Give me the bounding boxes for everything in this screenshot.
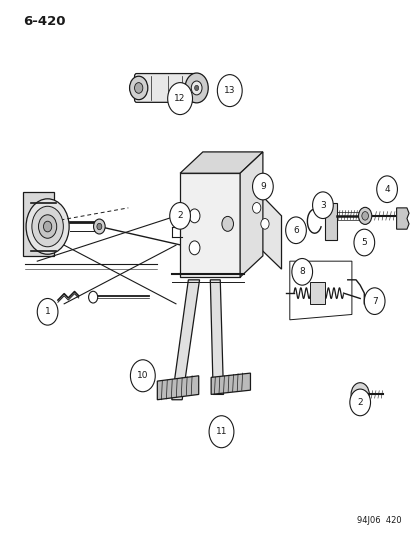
Circle shape xyxy=(194,85,198,91)
Circle shape xyxy=(185,73,208,103)
Circle shape xyxy=(169,203,190,229)
Polygon shape xyxy=(23,192,54,256)
Circle shape xyxy=(93,219,105,234)
Circle shape xyxy=(353,229,374,256)
Polygon shape xyxy=(210,280,223,394)
Text: 4: 4 xyxy=(383,185,389,193)
FancyBboxPatch shape xyxy=(324,203,337,240)
Text: 12: 12 xyxy=(174,94,185,103)
Circle shape xyxy=(191,81,202,95)
Circle shape xyxy=(167,83,192,115)
Circle shape xyxy=(312,192,332,219)
Circle shape xyxy=(43,221,52,232)
Text: 5: 5 xyxy=(361,238,366,247)
FancyBboxPatch shape xyxy=(310,282,324,304)
Text: 6: 6 xyxy=(292,226,298,235)
Text: 9: 9 xyxy=(259,182,265,191)
Circle shape xyxy=(130,360,155,392)
Circle shape xyxy=(376,176,396,203)
Text: 2: 2 xyxy=(356,398,362,407)
Polygon shape xyxy=(240,152,262,277)
Circle shape xyxy=(291,259,312,285)
Circle shape xyxy=(221,216,233,231)
Polygon shape xyxy=(396,208,408,229)
Polygon shape xyxy=(240,173,281,269)
Polygon shape xyxy=(180,152,262,173)
Circle shape xyxy=(350,383,368,406)
Polygon shape xyxy=(171,280,199,400)
Text: 10: 10 xyxy=(137,372,148,380)
Text: 7: 7 xyxy=(371,297,377,305)
Circle shape xyxy=(358,207,371,224)
Circle shape xyxy=(189,209,199,223)
Circle shape xyxy=(189,241,199,255)
Polygon shape xyxy=(180,173,240,277)
Circle shape xyxy=(209,416,233,448)
Text: 13: 13 xyxy=(223,86,235,95)
Text: 11: 11 xyxy=(215,427,227,436)
Circle shape xyxy=(217,75,242,107)
Text: 8: 8 xyxy=(299,268,304,276)
Polygon shape xyxy=(211,373,250,394)
Circle shape xyxy=(26,199,69,254)
Text: 3: 3 xyxy=(319,201,325,209)
Text: 6-420: 6-420 xyxy=(23,15,65,28)
Circle shape xyxy=(285,217,306,244)
Circle shape xyxy=(129,76,147,100)
Circle shape xyxy=(88,291,97,303)
Circle shape xyxy=(260,219,268,229)
Circle shape xyxy=(37,298,58,325)
Polygon shape xyxy=(157,376,198,400)
Text: 2: 2 xyxy=(177,212,183,220)
Circle shape xyxy=(252,203,260,213)
Circle shape xyxy=(252,173,273,200)
Circle shape xyxy=(349,389,370,416)
Circle shape xyxy=(363,288,384,314)
Circle shape xyxy=(97,223,102,230)
Circle shape xyxy=(32,206,63,247)
Text: 1: 1 xyxy=(45,308,50,316)
Circle shape xyxy=(134,83,142,93)
Circle shape xyxy=(361,212,368,220)
Text: 94J06  420: 94J06 420 xyxy=(356,516,401,525)
FancyBboxPatch shape xyxy=(134,74,196,102)
Circle shape xyxy=(38,215,57,238)
